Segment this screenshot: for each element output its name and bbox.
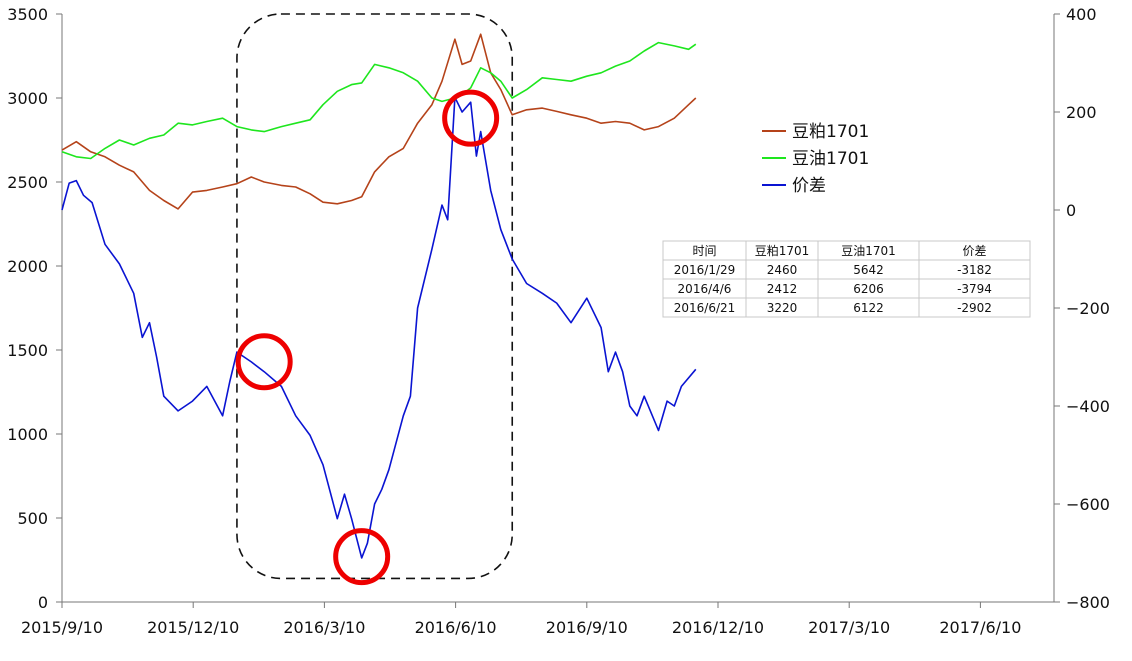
table-cell: -3794 <box>957 282 992 296</box>
x-tick-label: 2016/3/10 <box>283 618 365 637</box>
table-cell: 6206 <box>853 282 884 296</box>
table-cell: -3182 <box>957 263 992 277</box>
table-header-cell: 时间 <box>692 244 716 258</box>
y-right-tick-label: −200 <box>1066 299 1110 318</box>
y-right-tick-label: −800 <box>1066 593 1110 612</box>
dashed-highlight-box <box>236 13 514 580</box>
x-tick-label: 2017/3/10 <box>808 618 890 637</box>
y-right-tick-label: 200 <box>1066 103 1097 122</box>
x-tick-label: 2016/12/10 <box>672 618 764 637</box>
series-line-2 <box>61 41 697 160</box>
x-tick-label: 2015/9/10 <box>21 618 103 637</box>
y-right-tick-label: 0 <box>1066 201 1076 220</box>
table-header-cell: 豆油1701 <box>841 244 896 258</box>
legend-label-1: 豆粕1701 <box>792 122 869 142</box>
table-cell: 6122 <box>853 301 884 315</box>
y-left-tick-label: 2500 <box>7 173 48 192</box>
table-cell: -2902 <box>957 301 992 315</box>
table-cell: 2460 <box>767 263 798 277</box>
x-tick-label: 2016/9/10 <box>546 618 628 637</box>
table-cell: 3220 <box>767 301 798 315</box>
table-cell: 2016/1/29 <box>674 263 736 277</box>
table-cell: 2016/4/6 <box>678 282 732 296</box>
series-line-3 <box>61 96 697 559</box>
y-left-tick-label: 3500 <box>7 5 48 24</box>
y-right-tick-label: −600 <box>1066 495 1110 514</box>
y-right-tick-label: −400 <box>1066 397 1110 416</box>
y-left-tick-label: 0 <box>38 593 48 612</box>
x-tick-label: 2016/6/10 <box>415 618 497 637</box>
y-left-tick-label: 500 <box>17 509 48 528</box>
table-cell: 2016/6/21 <box>674 301 736 315</box>
legend-label-3: 价差 <box>792 176 826 196</box>
x-tick-label: 2015/12/10 <box>147 618 239 637</box>
y-left-tick-label: 1000 <box>7 425 48 444</box>
x-tick-label: 2017/6/10 <box>939 618 1021 637</box>
series-line-1 <box>61 33 697 210</box>
table-cell: 5642 <box>853 263 884 277</box>
highlight-circle-2 <box>333 528 391 586</box>
y-left-tick-label: 2000 <box>7 257 48 276</box>
legend-label-2: 豆油1701 <box>792 149 869 169</box>
table-header-cell: 豆粕1701 <box>755 243 810 258</box>
highlight-circle-1 <box>235 333 293 391</box>
y-right-tick-label: 400 <box>1066 5 1097 24</box>
highlight-circle-3 <box>442 89 500 147</box>
y-left-tick-label: 1500 <box>7 341 48 360</box>
table-header-cell: 价差 <box>962 244 986 258</box>
table-cell: 2412 <box>767 282 798 296</box>
y-left-tick-label: 3000 <box>7 89 48 108</box>
